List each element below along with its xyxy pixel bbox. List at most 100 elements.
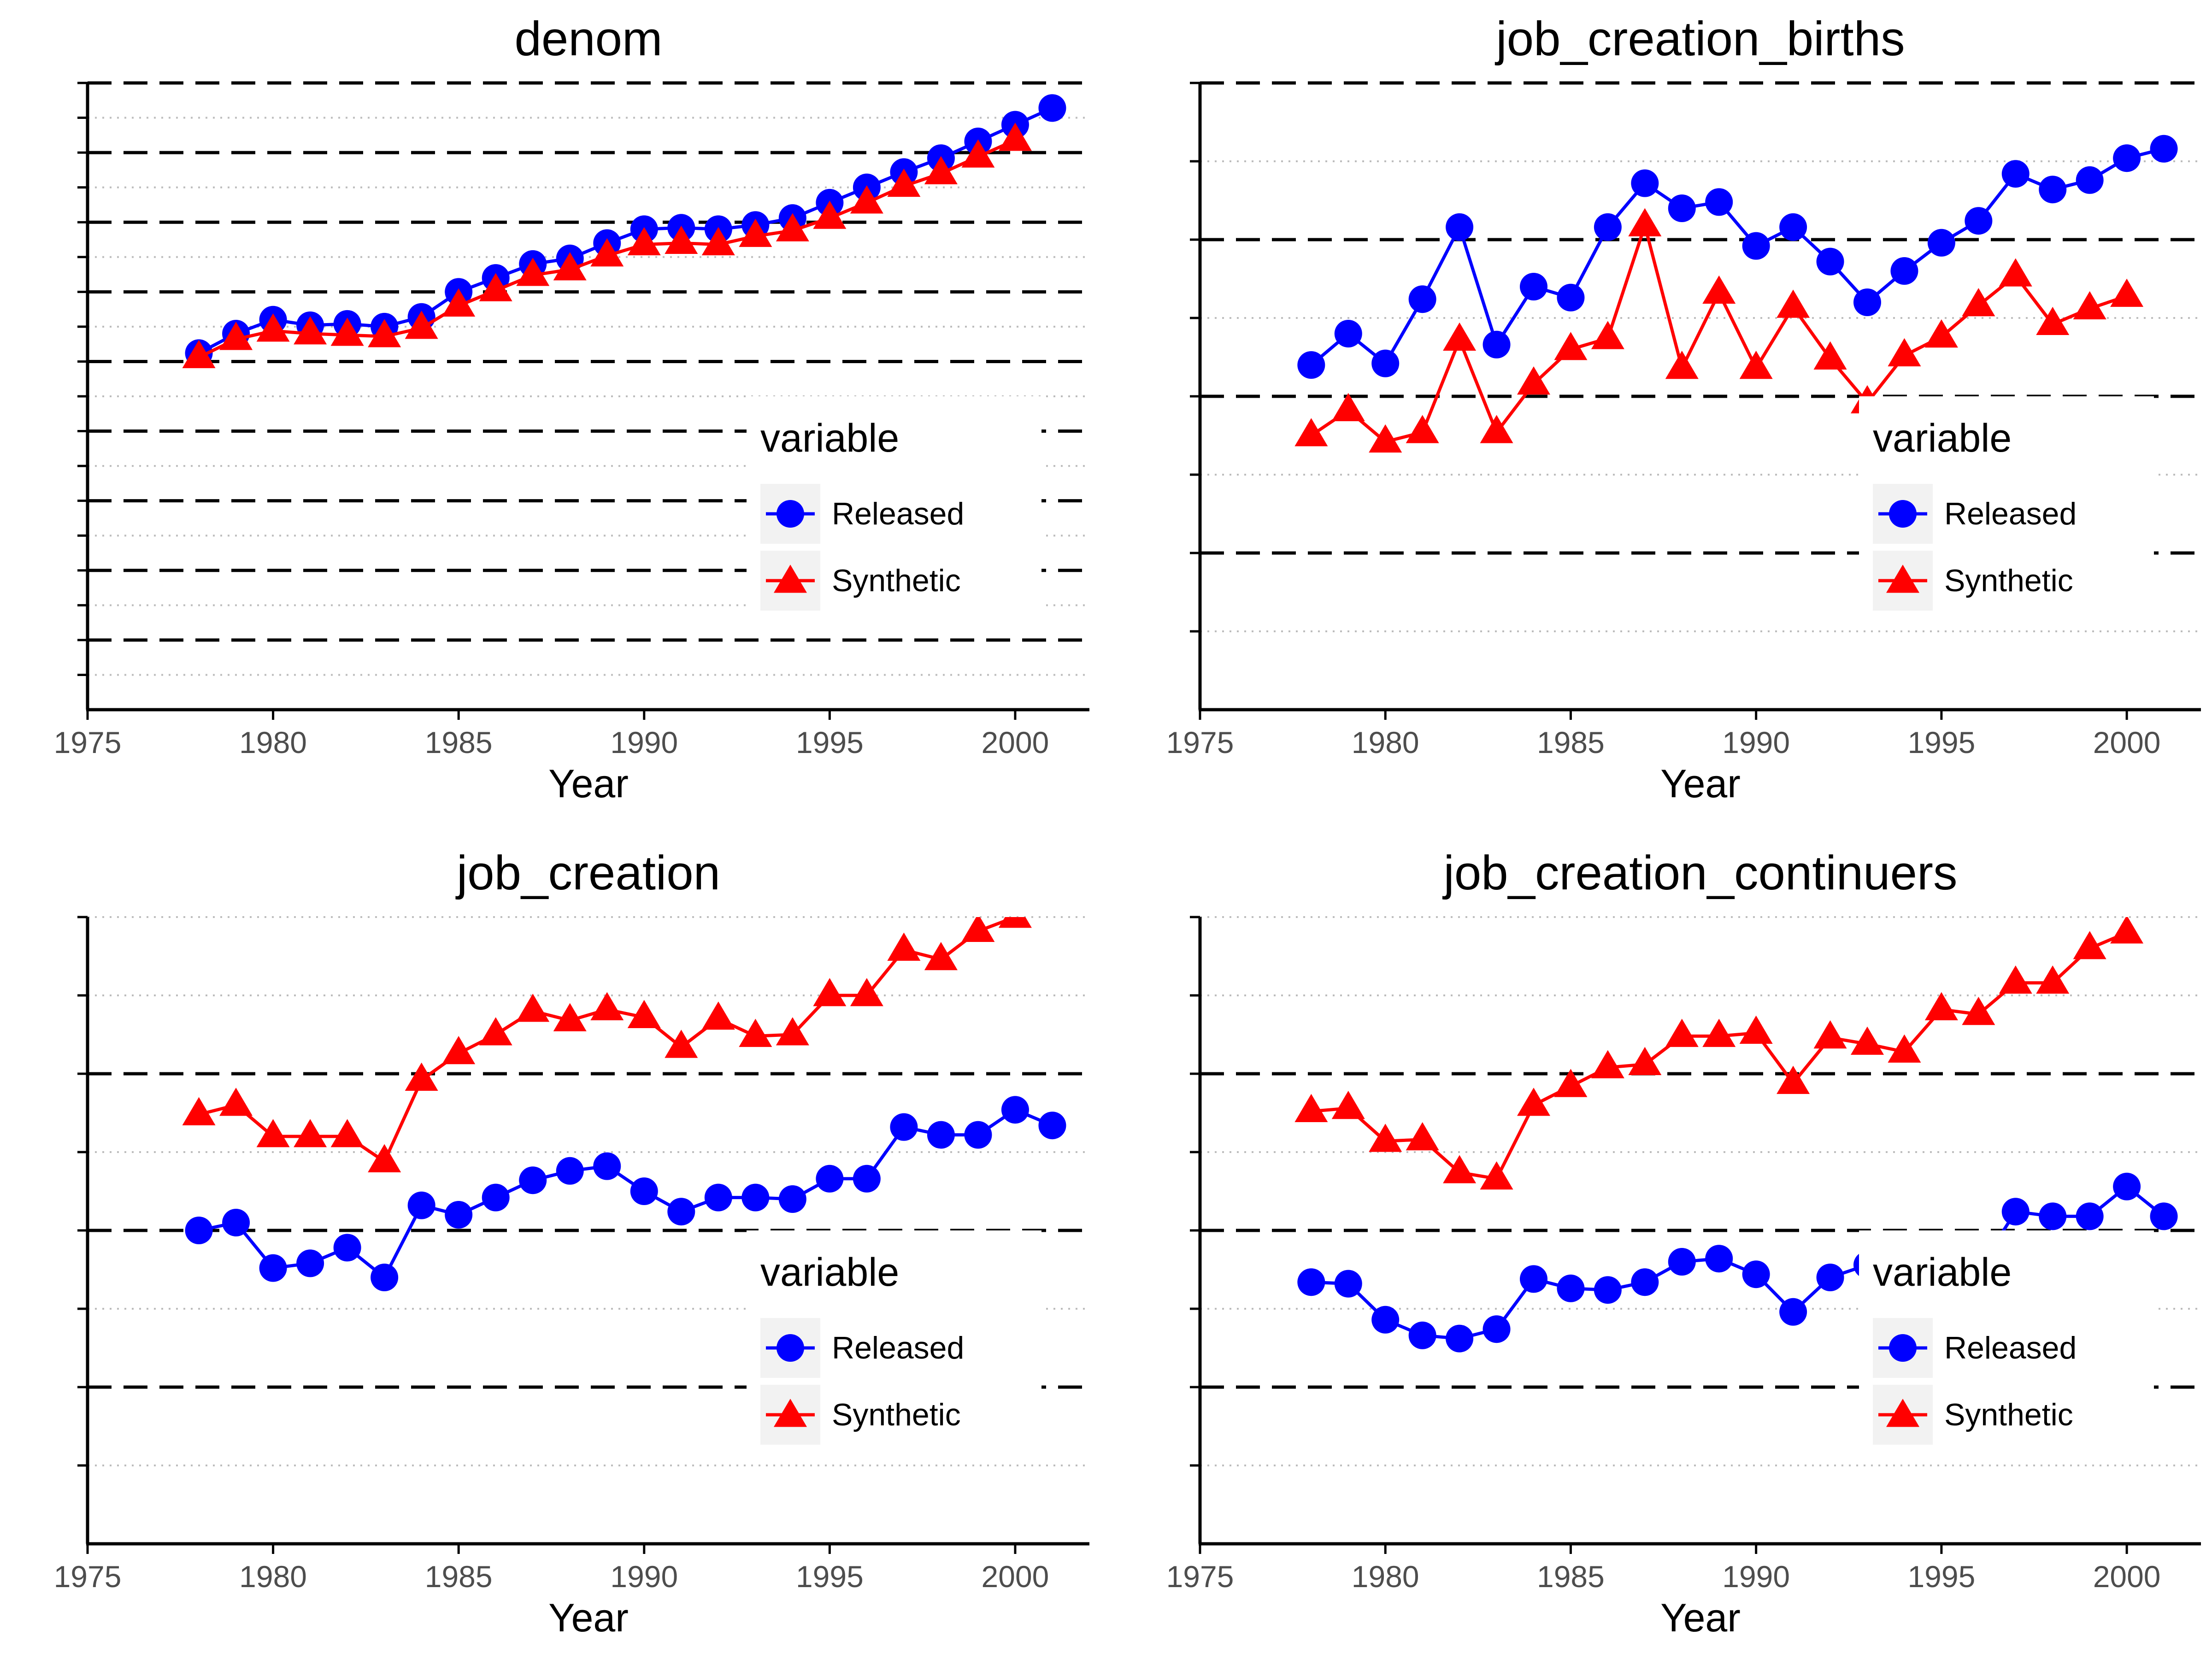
x-axis-title: Year [1660, 1596, 1741, 1640]
legend-label-released: Released [832, 1330, 964, 1365]
data-point-released [1001, 1096, 1029, 1124]
series-released [185, 1096, 1066, 1291]
data-point-synthetic [776, 1017, 809, 1046]
data-point-released [704, 1183, 732, 1212]
legend: variable Released Synthetic [747, 396, 1041, 613]
data-point-released [1557, 283, 1585, 312]
data-point-released [964, 1121, 992, 1149]
data-point-released [1483, 1315, 1511, 1343]
data-point-released [2076, 1202, 2104, 1230]
data-point-synthetic [1924, 992, 1958, 1021]
x-tick-label: 1980 [1352, 725, 1419, 759]
series-line-released [198, 106, 1053, 355]
data-point-released [1297, 1268, 1325, 1296]
legend: variable Released Synthetic [747, 1230, 1041, 1447]
series-synthetic [182, 917, 1032, 1172]
series-synthetic [1294, 208, 2144, 453]
data-point-released [667, 1198, 695, 1226]
data-point-released [371, 1264, 399, 1291]
legend-label-released: Released [1944, 496, 2077, 531]
data-point-synthetic [850, 185, 883, 214]
data-point-synthetic [590, 992, 624, 1021]
data-point-synthetic [182, 340, 216, 368]
data-point-synthetic [1924, 319, 1958, 348]
data-point-released [1557, 1274, 1585, 1302]
data-point-synthetic [887, 168, 921, 197]
x-tick-label: 2000 [982, 1559, 1049, 1594]
data-point-synthetic [2073, 931, 2106, 959]
data-point-released [556, 1157, 584, 1185]
data-point-synthetic [330, 318, 364, 346]
legend-label-synthetic: Synthetic [1944, 1397, 2073, 1432]
data-point-released [1520, 273, 1547, 300]
data-point-synthetic [1665, 1018, 1699, 1047]
data-point-released [2113, 1172, 2141, 1200]
x-tick-label: 1990 [610, 1559, 678, 1594]
legend-key-circle [1889, 1334, 1917, 1362]
data-point-released [482, 1183, 510, 1212]
data-point-released [222, 1209, 250, 1236]
panel-denom: 1975 1980 1985 1990 1995 2000 Year denom variabl… [54, 12, 1089, 806]
data-point-synthetic [1517, 366, 1550, 395]
data-point-synthetic [479, 1017, 512, 1046]
data-point-released [1779, 1298, 1807, 1326]
x-tick-label: 1995 [796, 1559, 864, 1594]
data-point-synthetic [405, 311, 438, 339]
data-point-released [1334, 320, 1362, 347]
data-point-released [2150, 135, 2178, 163]
data-point-released [853, 1165, 881, 1193]
data-point-synthetic [368, 319, 401, 347]
data-point-synthetic [701, 227, 735, 256]
x-tick-label: 1990 [1722, 1559, 1790, 1594]
legend-title: variable [760, 1250, 899, 1294]
data-point-synthetic [1851, 1026, 1884, 1055]
data-point-synthetic [1962, 288, 1995, 317]
data-point-synthetic [1331, 1091, 1365, 1119]
panel-title: denom [514, 12, 662, 66]
data-point-synthetic [1628, 208, 1662, 236]
series-released [1297, 135, 2178, 379]
x-tick-label: 1995 [796, 725, 864, 759]
data-point-released [1594, 213, 1622, 241]
data-point-synthetic [1628, 1047, 1662, 1076]
data-point-synthetic [219, 322, 253, 350]
data-point-synthetic [330, 1119, 364, 1147]
data-point-synthetic [739, 218, 772, 247]
x-tick-label: 2000 [2093, 1559, 2161, 1594]
data-point-released [1705, 1245, 1733, 1273]
data-point-synthetic [553, 1003, 587, 1031]
data-point-synthetic [1665, 351, 1699, 379]
data-point-released [185, 1217, 213, 1244]
data-point-released [333, 1234, 361, 1262]
data-point-synthetic [701, 1001, 735, 1030]
data-point-released [2001, 1198, 2030, 1226]
data-point-released [1446, 1324, 1474, 1353]
x-tick-label: 1975 [1166, 725, 1234, 759]
panel-continuers: 1975 1980 1985 1990 1995 2000 Year job_creation… [1166, 846, 2201, 1640]
data-point-synthetic [368, 1144, 401, 1172]
data-point-released [2039, 1202, 2067, 1230]
x-tick-label: 1995 [1907, 725, 1975, 759]
data-point-released [927, 1121, 955, 1149]
x-tick-label: 1985 [425, 725, 493, 759]
data-point-released [1890, 257, 1918, 285]
data-point-released [407, 1191, 435, 1219]
panel-title: job_creation_births [1494, 12, 1905, 66]
data-point-released [519, 1166, 547, 1194]
x-tick-label: 1995 [1907, 1559, 1975, 1594]
x-axis-title: Year [548, 762, 629, 806]
data-point-released [2150, 1202, 2178, 1230]
data-point-released [741, 1183, 770, 1212]
data-point-released [1742, 1260, 1770, 1288]
data-point-released [816, 1165, 844, 1193]
x-tick-label: 1980 [1352, 1559, 1419, 1594]
data-point-synthetic [256, 313, 290, 342]
data-point-synthetic [739, 1018, 772, 1047]
data-point-synthetic [627, 1000, 661, 1029]
data-point-synthetic [442, 1036, 476, 1065]
data-point-synthetic [516, 994, 550, 1022]
data-point-synthetic [1554, 1069, 1588, 1097]
data-point-synthetic [1294, 1094, 1328, 1123]
panel-creation: 1975 1980 1985 1990 1995 2000 Year job_creation… [54, 846, 1089, 1640]
